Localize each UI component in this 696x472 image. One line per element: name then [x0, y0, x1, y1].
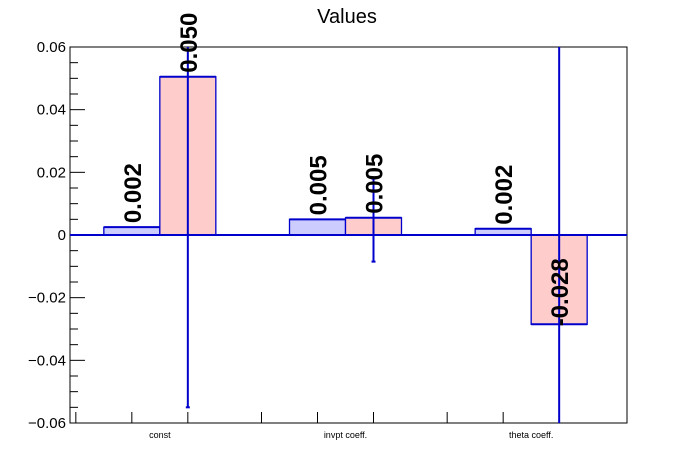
bar [288, 218, 347, 236]
bar [103, 226, 161, 236]
data-label: 0.002 [120, 163, 147, 223]
y-tick-label: −0.06 [28, 415, 66, 432]
x-tick-label: invpt coeff. [324, 430, 367, 440]
y-tick-label: 0.06 [37, 39, 66, 56]
y-axis: −0.06 −0.04 −0.02 0 0.02 0.04 0.06 [28, 39, 85, 432]
x-axis: const invpt coeff. theta coeff. [75, 412, 560, 440]
data-label: 0.050 [176, 13, 203, 73]
y-tick-label: 0.04 [37, 102, 66, 119]
data-label: 0.005 [306, 155, 333, 215]
data-label: 0.002 [491, 165, 518, 225]
y-tick-label: −0.02 [28, 290, 66, 307]
data-label: 0.005 [362, 154, 389, 214]
y-tick-label: 0 [58, 227, 66, 244]
x-tick-label: const [149, 430, 171, 440]
x-tick-label: theta coeff. [509, 430, 553, 440]
y-tick-label: 0.02 [37, 164, 66, 181]
data-label: -0.028 [547, 258, 574, 326]
y-tick-label: −0.04 [28, 352, 66, 369]
data-labels: 0.002 0.005 0.002 0.050 0.005 -0.028 [120, 13, 574, 327]
chart-title: Values [317, 6, 377, 28]
